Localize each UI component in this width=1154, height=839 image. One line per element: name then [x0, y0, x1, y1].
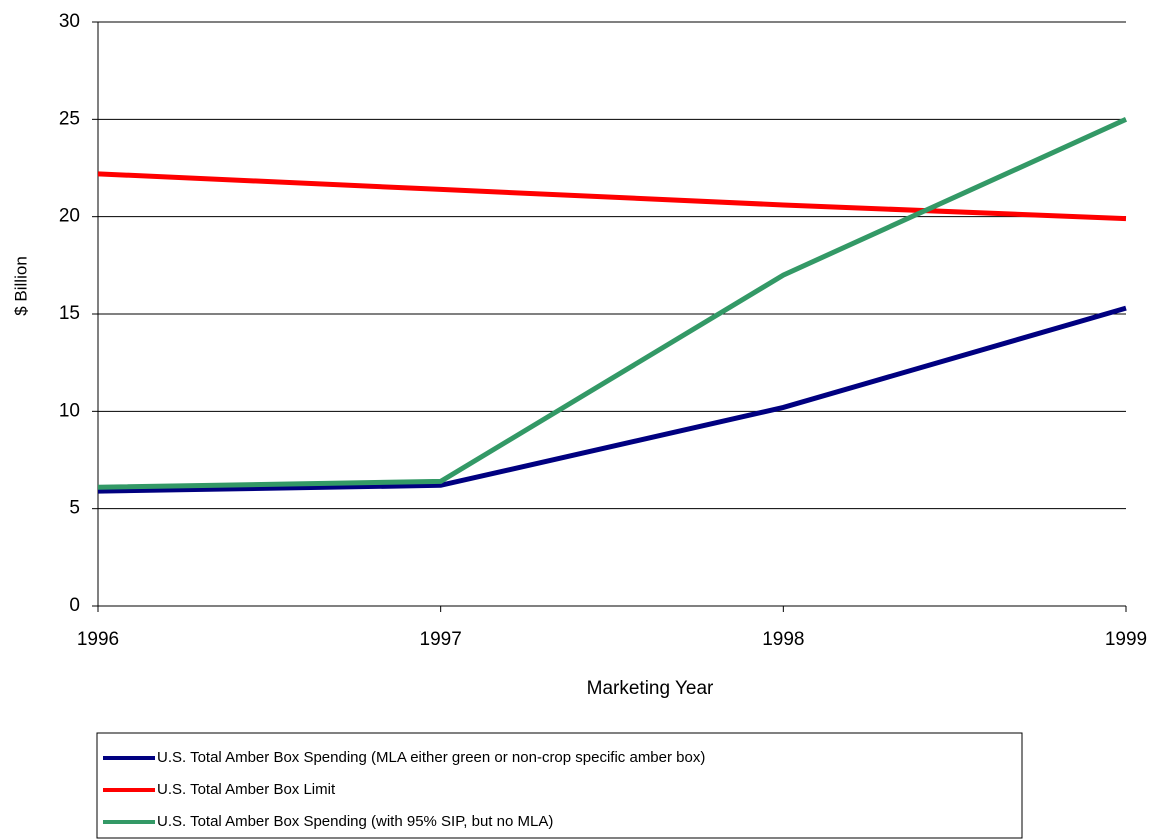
- y-tick-label: 5: [69, 498, 80, 519]
- legend-label: U.S. Total Amber Box Spending (MLA eithe…: [157, 749, 705, 766]
- legend-label: U.S. Total Amber Box Spending (with 95% …: [157, 813, 553, 830]
- series-line: [97, 171, 1127, 222]
- y-tick-label: 20: [59, 206, 80, 227]
- y-tick-label: 10: [59, 400, 80, 421]
- y-tick-label: 30: [59, 11, 80, 32]
- y-tick-label: 15: [59, 303, 80, 324]
- x-tick-label: 1999: [1105, 629, 1147, 650]
- series-line: [97, 117, 1128, 490]
- series-line: [97, 305, 1127, 494]
- legend-label: U.S. Total Amber Box Limit: [157, 781, 336, 798]
- y-tick-label: 25: [59, 108, 80, 129]
- y-axis-label: $ Billion: [11, 256, 30, 316]
- x-tick-label: 1996: [77, 629, 119, 650]
- x-tick-label: 1997: [420, 629, 462, 650]
- legend-box: [96, 732, 1023, 839]
- x-tick-label: 1998: [762, 629, 804, 650]
- y-tick-label: 0: [69, 595, 80, 616]
- x-axis-label: Marketing Year: [587, 678, 714, 699]
